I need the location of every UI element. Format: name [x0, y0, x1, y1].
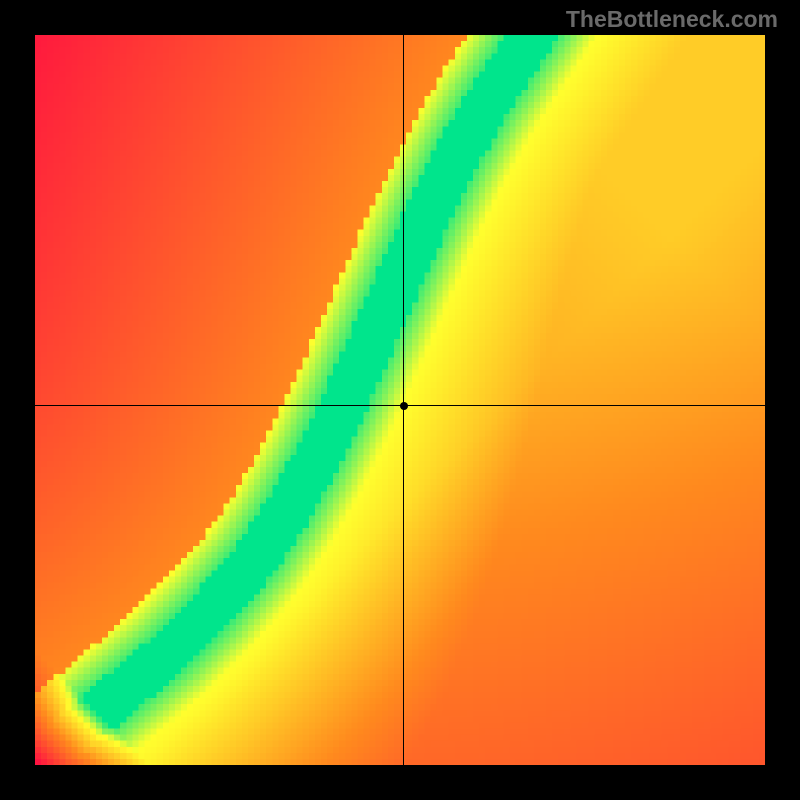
bottleneck-heatmap — [35, 35, 765, 765]
crosshair-dot — [400, 402, 408, 410]
chart-container: { "watermark": { "text": "TheBottleneck.… — [0, 0, 800, 800]
watermark-text: TheBottleneck.com — [566, 6, 778, 33]
crosshair-vertical — [403, 35, 404, 765]
